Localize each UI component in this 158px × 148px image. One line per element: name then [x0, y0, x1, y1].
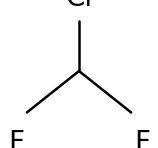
Text: Cl: Cl — [65, 0, 93, 12]
Text: F: F — [134, 129, 150, 148]
Text: F: F — [8, 129, 24, 148]
